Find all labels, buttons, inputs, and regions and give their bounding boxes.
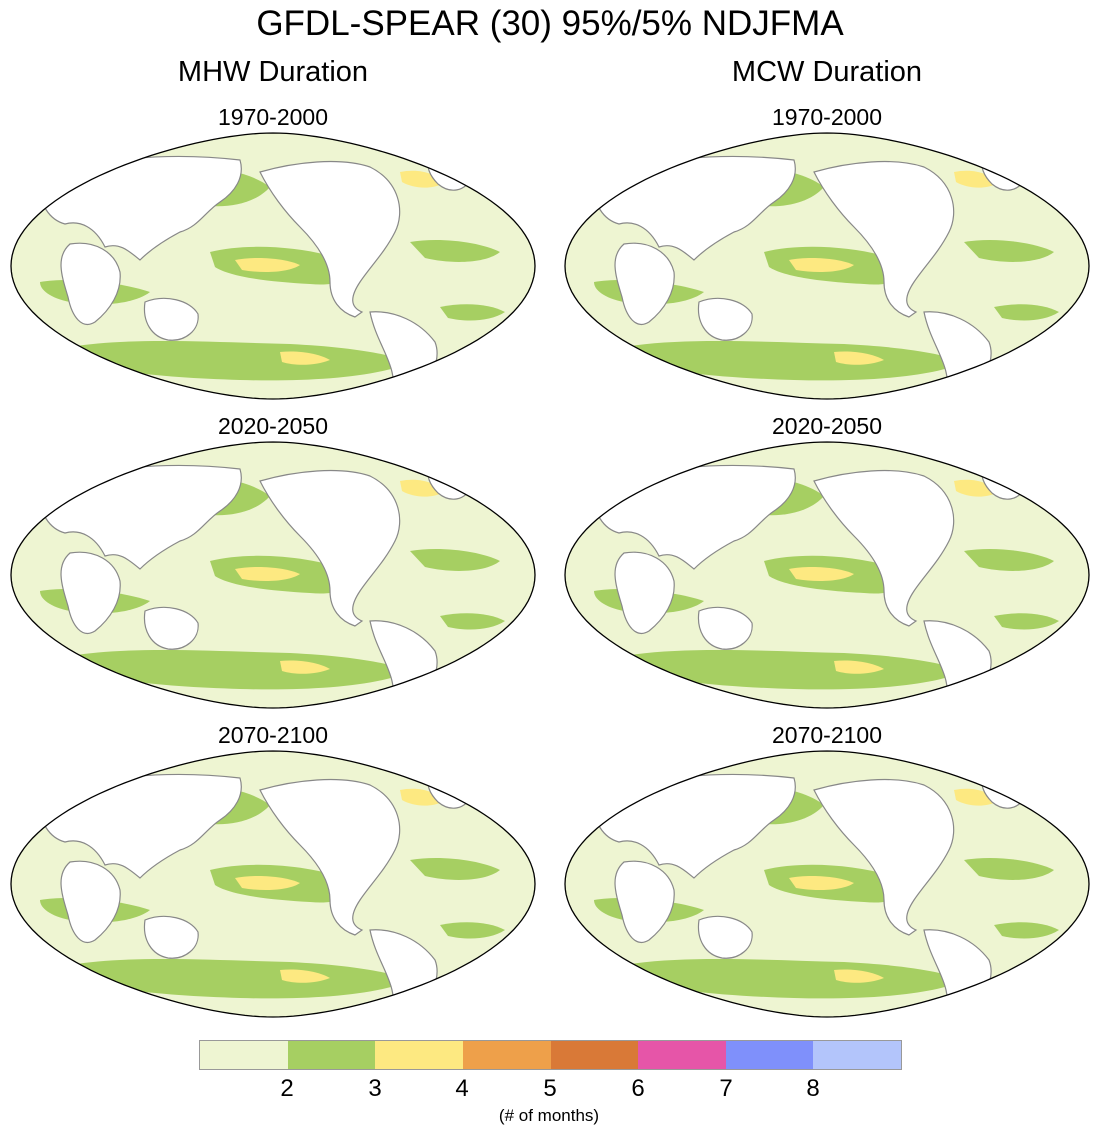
colorbar-segment (550, 1041, 639, 1069)
colorbar-tick-label: 5 (543, 1075, 557, 1102)
map-fill (11, 751, 535, 1017)
period-label-mcw-2: 2020-2050 (772, 413, 882, 439)
colorbar-tick-label: 3 (368, 1075, 382, 1102)
map-mcw-1970-2000 (564, 132, 1090, 400)
figure-title: GFDL-SPEAR (30) 95%/5% NDJFMA (256, 4, 844, 43)
period-label-mcw-1: 1970-2000 (772, 104, 882, 130)
colorbar-units-label: (# of months) (498, 1106, 600, 1125)
colorbar-tick-label: 7 (719, 1075, 733, 1102)
period-label-mcw-3: 2070-2100 (772, 722, 882, 748)
colorbar-segment (813, 1041, 901, 1069)
colorbar-segment (287, 1041, 376, 1069)
map-mhw-2020-2050 (10, 441, 536, 709)
map-fill (565, 442, 1089, 708)
map-outline (564, 750, 1090, 1018)
colorbar (199, 1040, 902, 1070)
colorbar-tick-label: 8 (806, 1075, 820, 1102)
colorbar-segment (638, 1041, 726, 1069)
map-fill (565, 751, 1089, 1017)
colorbar-segment (462, 1041, 551, 1069)
colorbar-segment (375, 1041, 463, 1069)
map-outline (10, 441, 536, 709)
colorbar-tick-label: 4 (455, 1075, 469, 1102)
map-mcw-2070-2100 (564, 750, 1090, 1018)
period-label-mhw-1: 1970-2000 (218, 104, 328, 130)
map-outline (564, 132, 1090, 400)
colorbar-tick-label: 2 (280, 1075, 294, 1102)
map-mcw-2020-2050 (564, 441, 1090, 709)
map-mhw-1970-2000 (10, 132, 536, 400)
colorbar-segment (200, 1041, 288, 1069)
map-fill (11, 133, 535, 399)
map-outline (10, 750, 536, 1018)
map-fill (565, 133, 1089, 399)
period-label-mhw-2: 2020-2050 (218, 413, 328, 439)
column-title-mcw: MCW Duration (731, 56, 923, 88)
map-outline (10, 132, 536, 400)
colorbar-segment (725, 1041, 814, 1069)
column-title-mhw: MHW Duration (177, 56, 369, 88)
period-label-mhw-3: 2070-2100 (218, 722, 328, 748)
colorbar-tick-label: 6 (631, 1075, 645, 1102)
map-fill (11, 442, 535, 708)
map-mhw-2070-2100 (10, 750, 536, 1018)
map-outline (564, 441, 1090, 709)
